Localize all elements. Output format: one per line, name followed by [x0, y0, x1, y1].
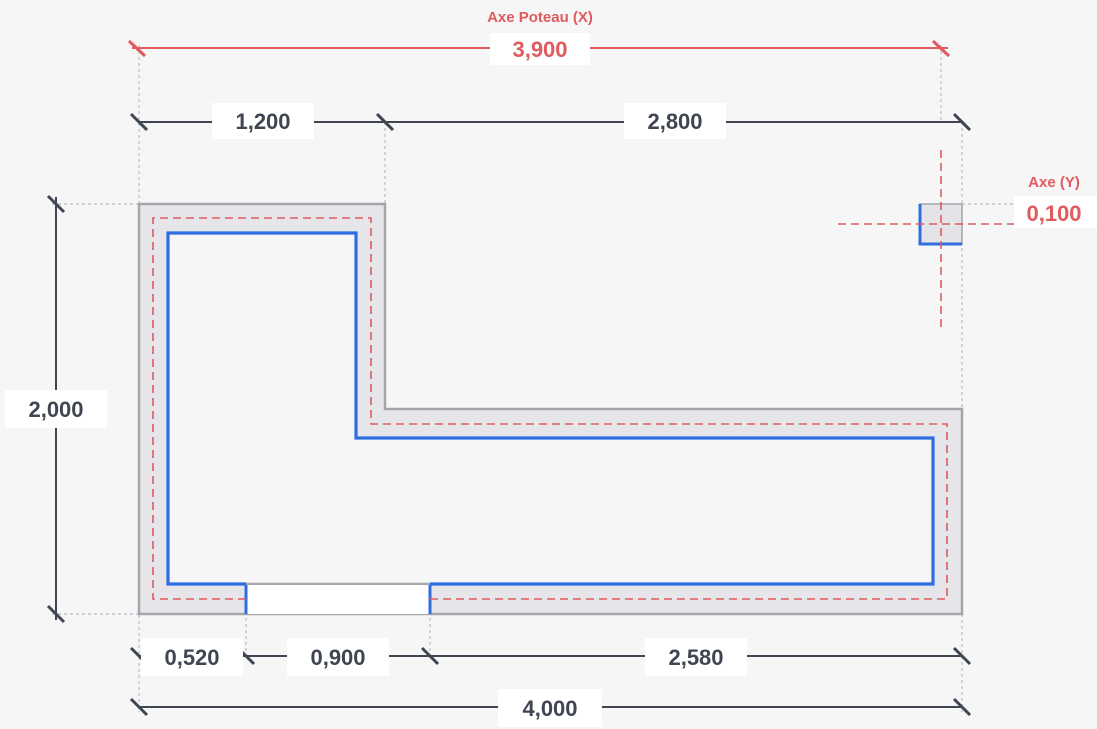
top-dim-tick-mid — [375, 112, 395, 132]
wall-centerline — [152, 217, 948, 600]
total-dim-tick-left — [129, 697, 149, 717]
dim-1200-bg — [212, 103, 314, 139]
axis-x-title: Axe Poteau (X) — [487, 9, 593, 26]
total-dim-tick-right — [952, 697, 972, 717]
axis-y-value: 0,100 — [1026, 201, 1081, 226]
left-dim-tick-bottom — [46, 604, 66, 624]
dim-0520-bg — [141, 638, 243, 676]
dim-2000-label: 2,000 — [28, 397, 83, 422]
door-opening — [246, 585, 430, 614]
left-dim-tick-top — [46, 194, 66, 214]
dim-0520-label: 0,520 — [164, 645, 219, 670]
dim-1200-label: 1,200 — [235, 109, 290, 134]
dim-2000-bg — [5, 390, 107, 428]
wall-inner-outline — [166, 231, 935, 586]
axis-y-title: Axe (Y) — [1028, 174, 1080, 191]
wall-body — [137, 202, 964, 616]
dim-2580-label: 2,580 — [668, 645, 723, 670]
dim-4000-label: 4,000 — [522, 696, 577, 721]
axis-x-tick-right — [931, 39, 951, 58]
dim-2580-bg — [645, 638, 747, 676]
total-dimension: 4,000 — [129, 689, 972, 727]
dim-2800-bg — [624, 103, 726, 139]
bottom-dim-tick-4 — [952, 646, 972, 666]
dim-2800-label: 2,800 — [647, 109, 702, 134]
axis-x-dimension: Axe Poteau (X) 3,900 — [127, 9, 951, 65]
top-dim-tick-right — [952, 112, 972, 132]
dim-0900-bg — [287, 638, 389, 676]
dim-0900-label: 0,900 — [310, 645, 365, 670]
axis-x-tick-left — [127, 39, 147, 58]
top-dim-tick-left — [129, 112, 149, 132]
top-dimension-row: 1,200 2,800 — [129, 103, 972, 139]
column-face-outline — [918, 204, 962, 246]
axis-x-value-bg — [490, 33, 590, 65]
bottom-dimension-row: 0,520 0,900 2,580 — [129, 638, 972, 676]
left-dimension: 2,000 — [5, 194, 107, 624]
axis-y-dimension: Axe (Y) 0,100 — [1014, 174, 1097, 228]
axis-y-value-bg — [1014, 196, 1097, 228]
axis-x-value: 3,900 — [512, 37, 567, 62]
dim-4000-bg — [498, 689, 602, 727]
bottom-dim-tick-3 — [420, 646, 440, 666]
